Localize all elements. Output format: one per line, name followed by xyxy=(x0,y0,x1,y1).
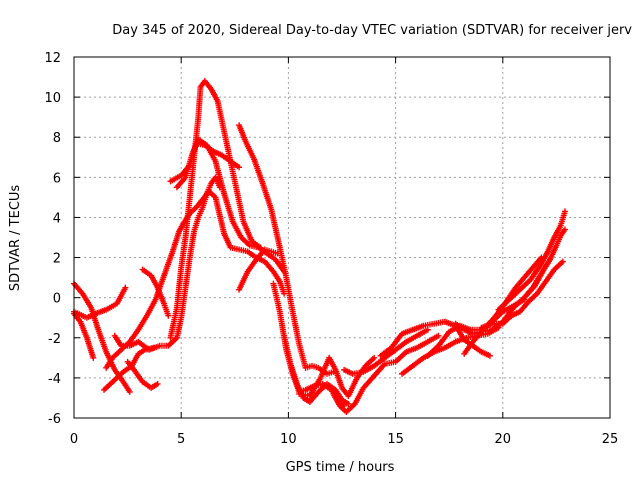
data-point xyxy=(150,344,157,351)
y-axis-title: SDTVAR / TECUs xyxy=(8,185,23,292)
data-point xyxy=(371,354,378,361)
data-point xyxy=(236,164,243,171)
y-tick-label: -4 xyxy=(48,372,61,387)
x-tick-label: 5 xyxy=(177,432,185,447)
x-tick-label: 10 xyxy=(280,432,297,447)
data-point xyxy=(435,332,442,339)
y-tick-label: 4 xyxy=(53,211,61,226)
data-point xyxy=(345,400,352,407)
x-axis-title: GPS time / hours xyxy=(286,460,395,475)
data-point xyxy=(486,352,493,359)
data-points xyxy=(71,78,568,415)
grid-lines xyxy=(74,57,610,418)
y-tick-label: 6 xyxy=(53,171,61,186)
data-point xyxy=(165,312,172,319)
data-point xyxy=(561,208,568,215)
y-tick-label: 8 xyxy=(53,131,61,146)
y-tick-label: -6 xyxy=(48,412,61,427)
plot-frame xyxy=(73,56,611,419)
x-tick-label: 0 xyxy=(70,432,78,447)
chart-title: Day 345 of 2020, Sidereal Day-to-day VTE… xyxy=(112,23,632,38)
data-point xyxy=(90,354,97,361)
data-point xyxy=(559,258,566,265)
y-tick-label: 10 xyxy=(44,91,61,106)
x-tick-label: 20 xyxy=(495,432,512,447)
data-point xyxy=(281,290,288,297)
y-tick-label: 2 xyxy=(53,252,61,267)
data-point xyxy=(126,388,133,395)
x-tick-label: 25 xyxy=(602,432,619,447)
data-point xyxy=(154,380,161,387)
y-tick-label: 0 xyxy=(53,292,61,307)
y-tick-label: -2 xyxy=(48,332,61,347)
x-tick-label: 15 xyxy=(387,432,404,447)
data-point xyxy=(122,284,129,291)
data-point xyxy=(561,226,568,233)
y-tick-label: 12 xyxy=(44,51,61,66)
